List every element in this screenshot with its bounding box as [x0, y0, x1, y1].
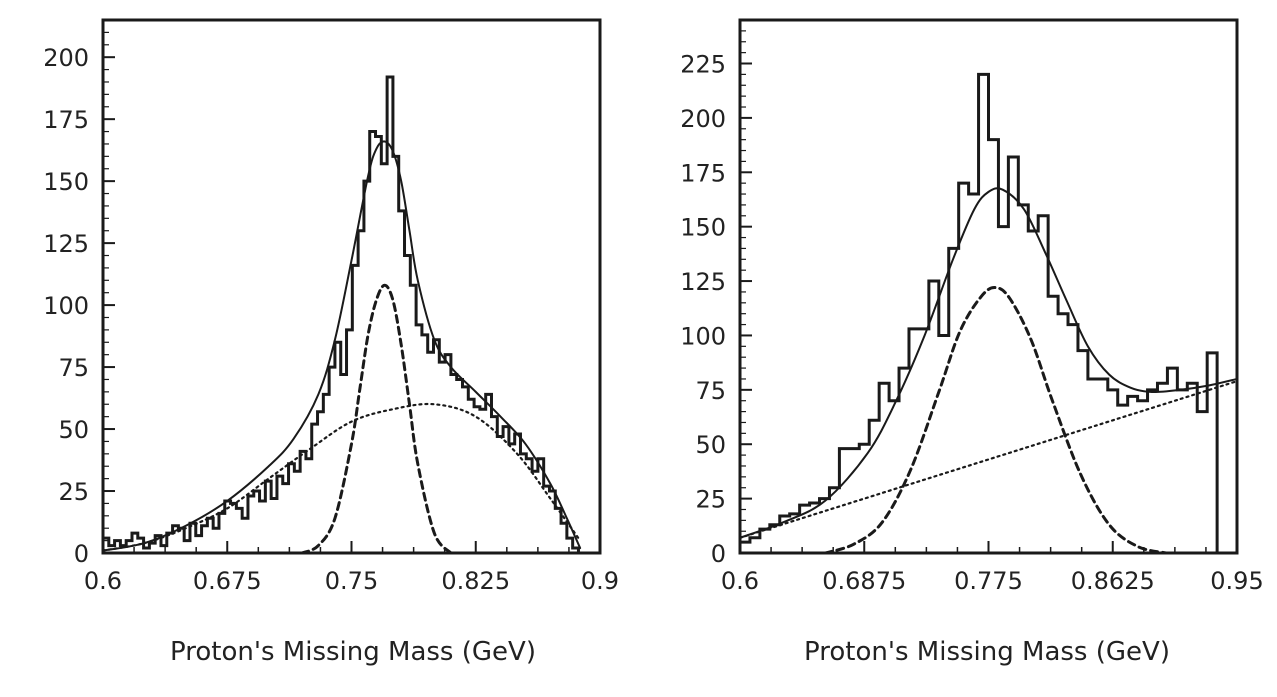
right-x-axis-title: Proton's Missing Mass (GeV) [804, 637, 1170, 667]
left-y-tick-label: 25 [58, 478, 89, 506]
right-y-tick-label: 50 [695, 431, 726, 459]
right-y-tick-label: 75 [695, 377, 726, 405]
right-y-tick-label: 0 [711, 540, 726, 568]
right-histogram [738, 72, 1219, 553]
left-y-tick-label: 125 [43, 230, 89, 258]
left-x-tick-label: 0.825 [441, 567, 510, 595]
left-x-axis-title: Proton's Missing Mass (GeV) [170, 637, 536, 667]
right-y-tick-label: 125 [680, 268, 726, 296]
right-fit-background-curve [738, 380, 1239, 539]
left-y-tick-label: 200 [43, 44, 89, 72]
left-x-tick-label: 0.9 [581, 567, 619, 595]
left-x-tick-label: 0.75 [325, 567, 378, 595]
right-fit-total-curve [739, 187, 1238, 539]
left-panel: Proton's Missing Mass (GeV) 0.6 0.675 0.75… [43, 18, 619, 667]
left-fit-background-curve [101, 402, 582, 552]
left-y-tick-label: 75 [58, 354, 89, 382]
right-x-tick-label: 0.6875 [822, 567, 906, 595]
right-y-tick-label: 25 [695, 486, 726, 514]
right-x-tick-label: 0.8625 [1071, 567, 1155, 595]
right-y-tick-label: 200 [680, 105, 726, 133]
right-y-tick-label: 150 [680, 214, 726, 242]
left-fit-total-curve [102, 140, 582, 552]
right-y-tick-label: 100 [680, 322, 726, 350]
right-x-tick-label: 0.95 [1210, 567, 1263, 595]
right-y-tick-label: 225 [680, 51, 726, 79]
left-x-tick-label: 0.675 [193, 567, 262, 595]
right-y-tick-label: 175 [680, 159, 726, 187]
right-x-tick-label: 0.775 [954, 567, 1023, 595]
left-y-tick-label: 50 [58, 416, 89, 444]
left-y-tick-label: 175 [43, 106, 89, 134]
left-x-tick-label: 0.6 [84, 567, 122, 595]
right-fit-signal-curve [823, 286, 1168, 555]
left-y-tick-label: 0 [74, 540, 89, 568]
right-x-tick-label: 0.6 [721, 567, 759, 595]
left-fit-signal-curve [300, 283, 453, 555]
left-y-tick-label: 150 [43, 168, 89, 196]
left-y-tick-label: 100 [43, 292, 89, 320]
right-panel: Proton's Missing Mass (GeV) 0.6 0.6875 0.7… [680, 18, 1264, 667]
